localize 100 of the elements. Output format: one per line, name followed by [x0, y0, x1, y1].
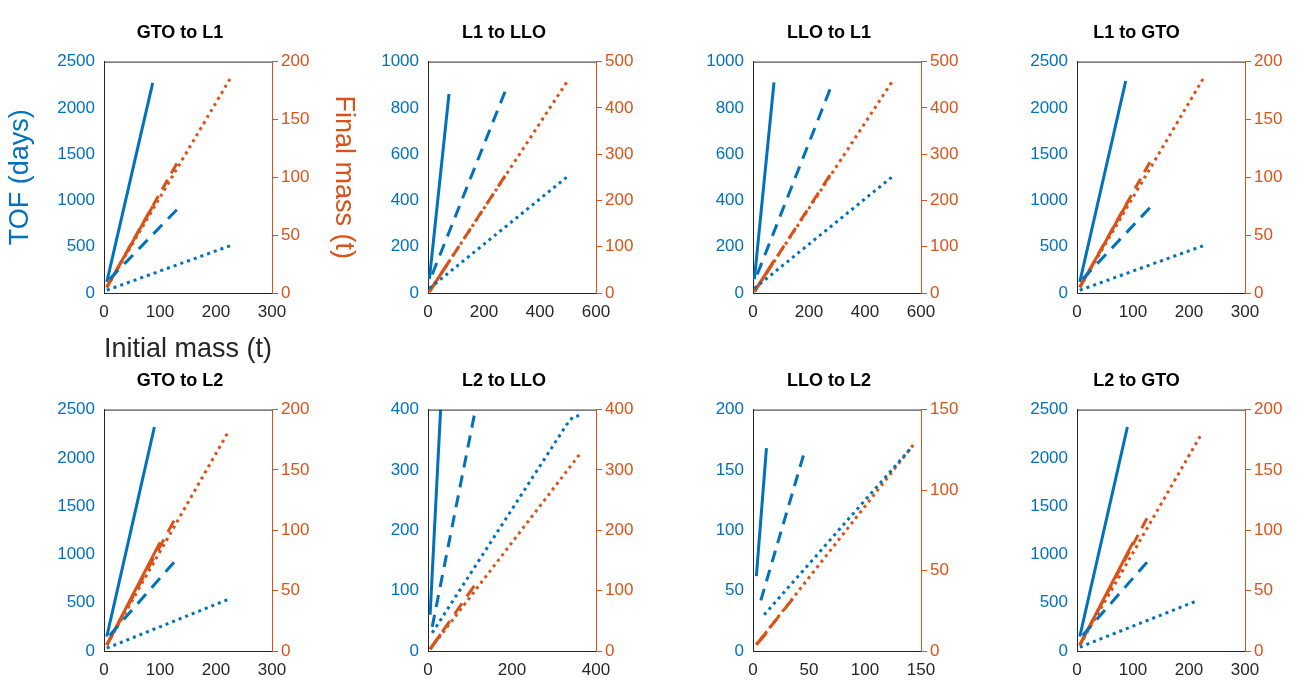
y2-tick-label: 100: [930, 236, 959, 256]
y2-tick-label: 0: [281, 282, 291, 302]
x-tick-label: 0: [99, 659, 109, 679]
chart-title: GTO to L1: [136, 21, 224, 42]
y-tick-label: 2000: [57, 447, 95, 467]
x-axis-title: Initial mass (t): [104, 333, 272, 364]
y2-tick-label: 100: [1254, 519, 1283, 539]
y2-tick-label: 150: [281, 109, 310, 129]
y-tick-label: 200: [715, 399, 744, 419]
x-tick-label: 200: [794, 301, 824, 321]
chart-title: L2 to LLO: [462, 369, 546, 390]
y-tick-label: 0: [734, 640, 744, 660]
y-tick-label: 300: [390, 459, 419, 479]
y-tick-label: 400: [715, 190, 744, 210]
y-tick-label: 2500: [1030, 51, 1068, 71]
x-tick-label: 300: [257, 301, 287, 321]
x-tick-label: 300: [1230, 659, 1260, 679]
x-tick-label: 300: [257, 659, 287, 679]
y-tick-label: 2000: [57, 97, 95, 117]
x-tick-label: 50: [799, 659, 819, 679]
y2-tick-label: 500: [930, 51, 959, 71]
x-tick-label: 400: [581, 659, 611, 679]
y-tick-label: 200: [715, 236, 744, 256]
chart-title: GTO to L2: [136, 369, 224, 390]
y2-tick-label: 50: [930, 560, 949, 580]
y-tick-label: 100: [715, 519, 744, 539]
x-tick-label: 200: [469, 301, 499, 321]
y2-tick-label: 50: [1254, 224, 1273, 244]
y-tick-label: 1000: [1030, 190, 1068, 210]
y2-tick-label: 0: [930, 282, 940, 302]
y2-tick-label: 200: [605, 190, 634, 210]
x-tick-label: 200: [1174, 659, 1204, 679]
y2-tick-label: 50: [281, 580, 300, 600]
y-tick-label: 1000: [381, 51, 419, 71]
y-tick-label: 2000: [1030, 447, 1068, 467]
x-tick-label: 100: [1118, 659, 1148, 679]
y-tick-label: 600: [390, 143, 419, 163]
y-tick-label: 1500: [57, 495, 95, 515]
chart-title: L2 to GTO: [1093, 369, 1180, 390]
y-axis-title: TOF (days): [3, 109, 34, 246]
y-tick-label: 1500: [1030, 495, 1068, 515]
chart-title: LLO to L1: [787, 21, 871, 42]
chart-title: LLO to L2: [787, 369, 871, 390]
y2-tick-label: 0: [930, 640, 940, 660]
y2-tick-label: 100: [281, 166, 310, 186]
y-tick-label: 1000: [57, 544, 95, 564]
y2-tick-label: 150: [1254, 459, 1283, 479]
x-tick-label: 600: [906, 301, 936, 321]
y2-tick-label: 200: [1254, 51, 1283, 71]
y2-tick-label: 200: [281, 51, 310, 71]
x-tick-label: 200: [1174, 301, 1204, 321]
y-tick-label: 0: [85, 282, 95, 302]
y2-tick-label: 200: [281, 399, 310, 419]
x-tick-label: 200: [497, 659, 527, 679]
x-tick-label: 200: [201, 301, 231, 321]
y-tick-label: 0: [85, 640, 95, 660]
x-tick-label: 0: [423, 659, 433, 679]
y2-tick-label: 200: [605, 519, 634, 539]
y2-tick-label: 500: [605, 51, 634, 71]
y-tick-label: 400: [390, 190, 419, 210]
y-tick-label: 800: [715, 97, 744, 117]
y2-tick-label: 100: [281, 519, 310, 539]
y-tick-label: 50: [725, 580, 744, 600]
y-tick-label: 0: [409, 282, 419, 302]
y-tick-label: 0: [1058, 282, 1068, 302]
y2-tick-label: 0: [1254, 282, 1264, 302]
y2-tick-label: 100: [930, 479, 959, 499]
y-tick-label: 600: [715, 143, 744, 163]
y-tick-label: 200: [390, 236, 419, 256]
y2-tick-label: 300: [930, 143, 959, 163]
y-tick-label: 1500: [57, 143, 95, 163]
y-tick-label: 1500: [1030, 143, 1068, 163]
y-tick-label: 2500: [1030, 399, 1068, 419]
y2-tick-label: 150: [281, 459, 310, 479]
y-tick-label: 0: [1058, 640, 1068, 660]
x-tick-label: 0: [99, 301, 109, 321]
y-tick-label: 200: [390, 519, 419, 539]
y-tick-label: 400: [390, 399, 419, 419]
y2-tick-label: 50: [281, 224, 300, 244]
y-tick-label: 500: [1039, 592, 1068, 612]
x-tick-label: 100: [145, 301, 175, 321]
x-tick-label: 400: [850, 301, 880, 321]
y2-tick-label: 0: [1254, 640, 1264, 660]
y-tick-label: 0: [409, 640, 419, 660]
y2-tick-label: 400: [605, 97, 634, 117]
chart-title: L1 to GTO: [1093, 21, 1180, 42]
x-tick-label: 600: [581, 301, 611, 321]
y-tick-label: 2000: [1030, 97, 1068, 117]
y-tick-label: 1000: [57, 190, 95, 210]
x-tick-label: 200: [201, 659, 231, 679]
y2-tick-label: 400: [605, 399, 634, 419]
x-tick-label: 0: [423, 301, 433, 321]
y-tick-label: 150: [715, 459, 744, 479]
y2-tick-label: 300: [605, 459, 634, 479]
x-tick-label: 150: [906, 659, 936, 679]
y2-tick-label: 150: [1254, 109, 1283, 129]
y2-tick-label: 0: [281, 640, 291, 660]
y2-tick-label: 400: [930, 97, 959, 117]
chart-title: L1 to LLO: [462, 21, 546, 42]
x-tick-label: 100: [145, 659, 175, 679]
